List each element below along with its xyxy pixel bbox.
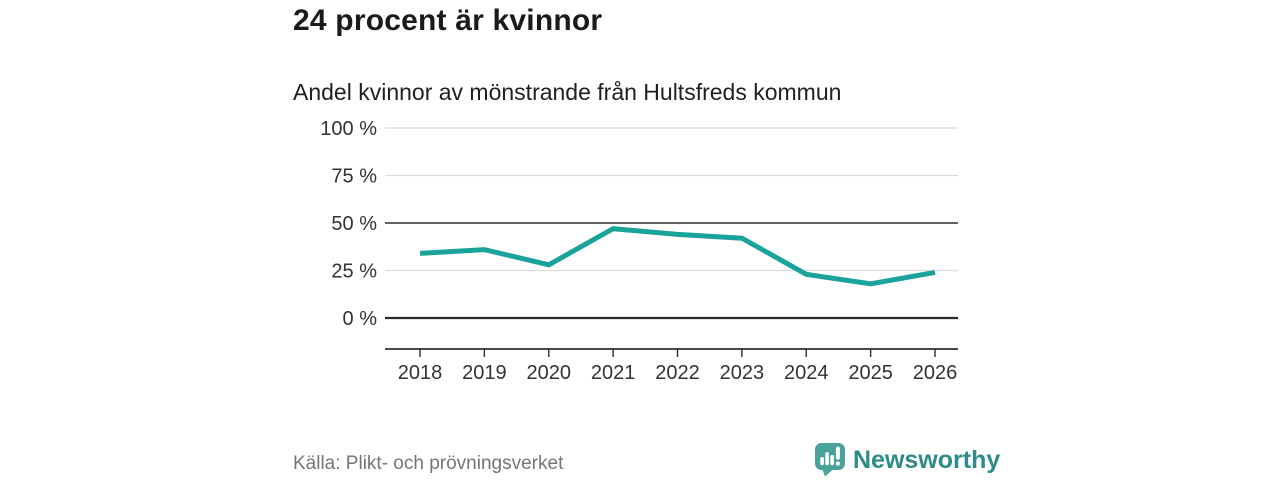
x-axis: 2018 2019 2020 2021 2022 2023 2024 2025 2026 [385, 348, 958, 384]
y-tick-label: 25 % [331, 261, 377, 283]
y-tick-label: 50 % [331, 213, 377, 235]
x-tick-label: 2020 [527, 362, 572, 384]
chart-title: 24 procent är kvinnor [293, 4, 603, 37]
x-tick-label: 2025 [848, 362, 893, 384]
x-tick-label: 2021 [591, 362, 636, 384]
newsworthy-logo-link[interactable]: Newsworthy [814, 442, 1000, 477]
x-tick-label: 2024 [784, 362, 829, 384]
x-tick-label: 2018 [398, 362, 443, 384]
x-tick-label: 2023 [720, 362, 765, 384]
y-axis-labels: 0 % 25 % 50 % 75 % 100 % [320, 118, 377, 330]
x-tick-label: 2019 [462, 362, 507, 384]
x-tick-label: 2026 [913, 362, 958, 384]
data-line-series [419, 226, 936, 287]
source-note: Källa: Plikt- och prövningsverket [293, 453, 564, 474]
y-tick-label: 0 % [343, 308, 378, 330]
brand-name: Newsworthy [853, 445, 1001, 474]
newsworthy-speech-bubble-barchart-icon [815, 443, 845, 477]
x-tick-label: 2022 [655, 362, 700, 384]
chart-subtitle: Andel kvinnor av mönstrande från Hultsfr… [293, 79, 842, 105]
gridlines [385, 127, 958, 320]
y-tick-label: 100 % [320, 118, 377, 140]
y-tick-label: 75 % [331, 166, 377, 188]
